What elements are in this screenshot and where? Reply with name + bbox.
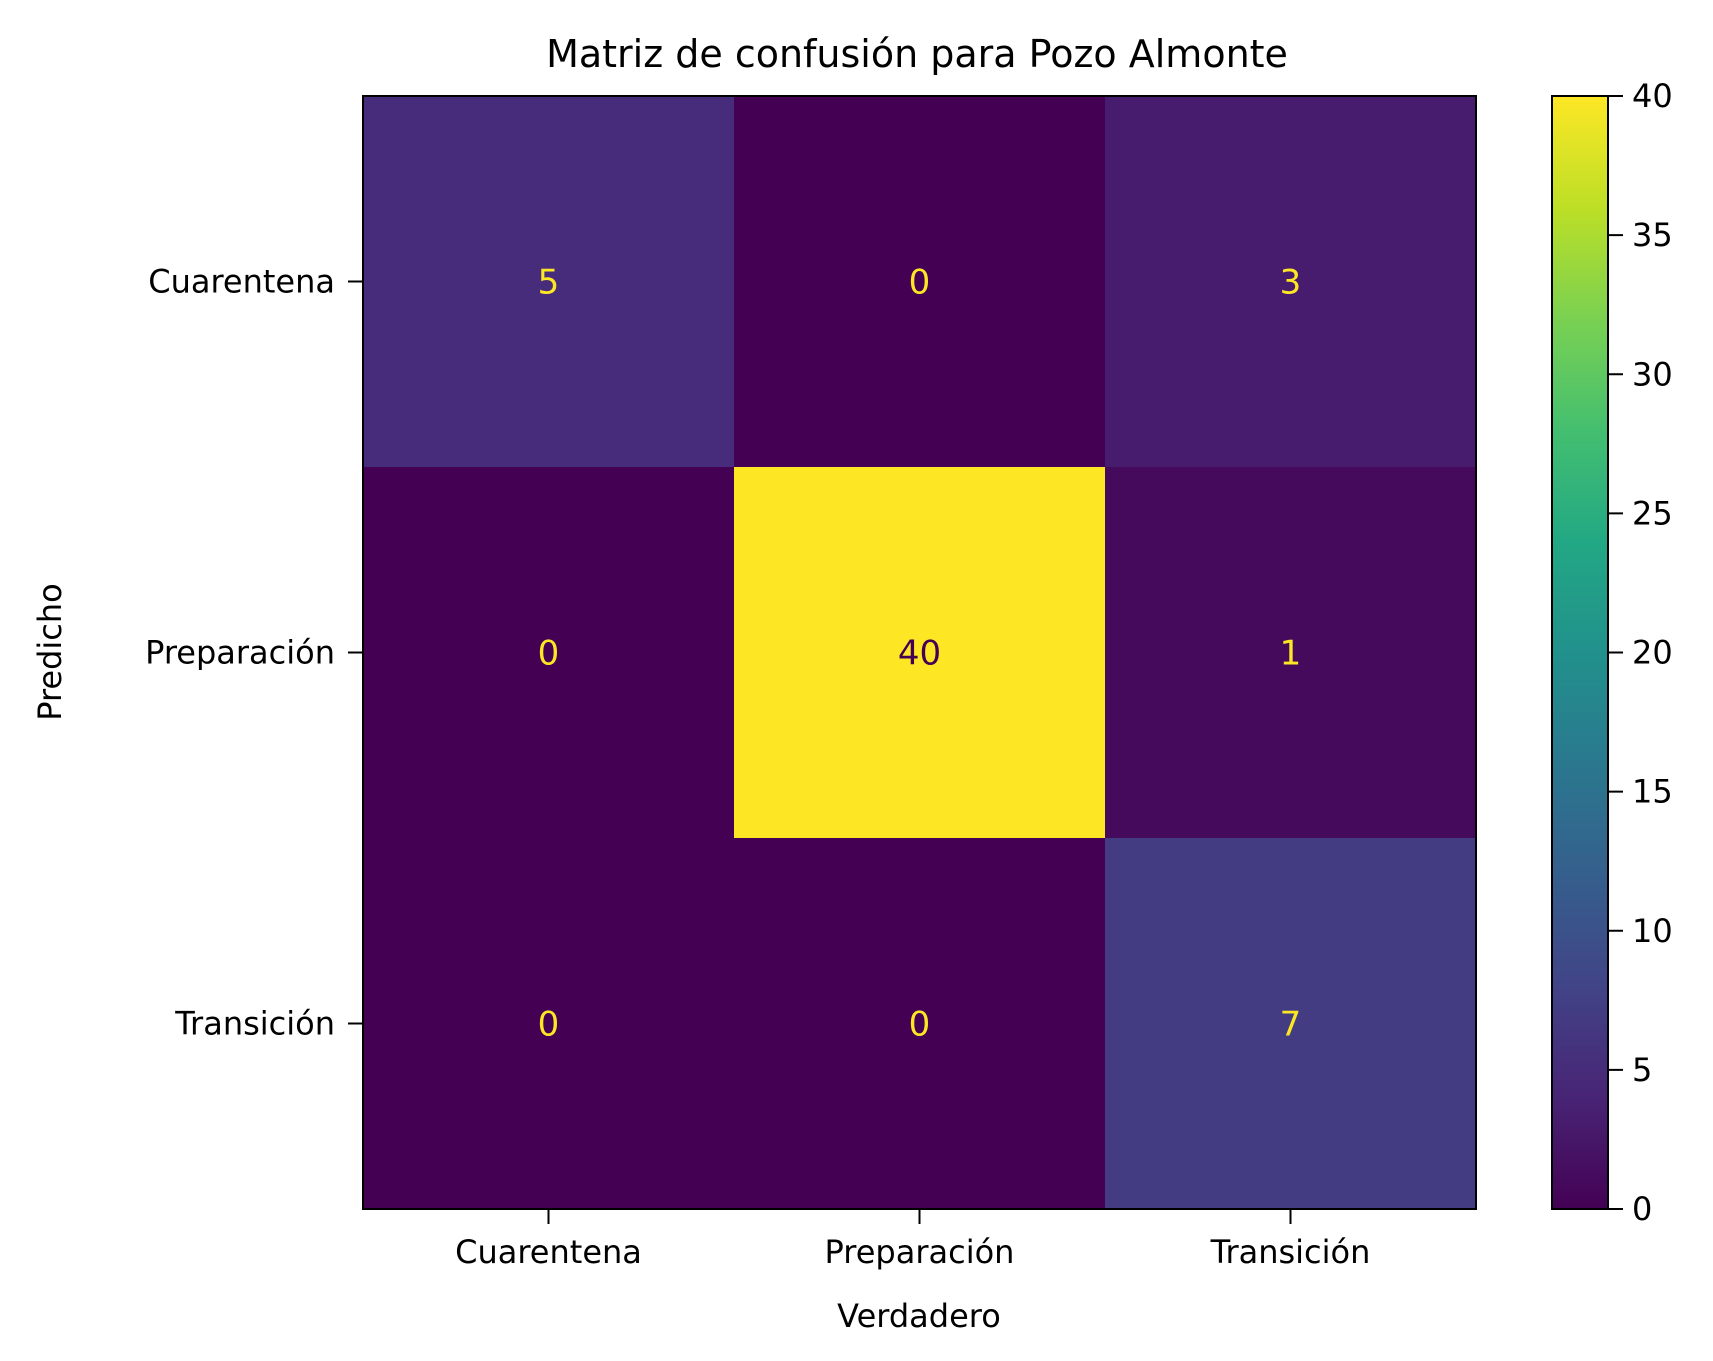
colorbar-tick-label: 40: [1632, 77, 1673, 115]
heatmap-cell: [734, 838, 1106, 1210]
y-tick-label: Cuarentena: [148, 263, 335, 301]
heatmap-cells: [363, 96, 1477, 1210]
cell-value-label: 0: [909, 1005, 931, 1045]
y-tick-label: Preparación: [145, 634, 335, 672]
colorbar-tick-label: 15: [1632, 773, 1673, 811]
cell-value-label: 7: [1280, 1005, 1302, 1045]
colorbar-axis: 0 5 10 15 20 25 30 35 40: [1608, 77, 1673, 1228]
cell-value-label: 5: [538, 263, 560, 303]
colorbar-tick-label: 5: [1632, 1051, 1652, 1089]
cell-value-label: 0: [538, 1005, 560, 1045]
heatmap-cell: [734, 96, 1106, 468]
cell-value-label: 0: [538, 634, 560, 674]
x-axis-label: Verdadero: [837, 1297, 1001, 1335]
y-tick-label: Transición: [174, 1005, 335, 1043]
colorbar-tick-label: 35: [1632, 216, 1673, 254]
heatmap-cell: [1105, 838, 1477, 1210]
colorbar-tick-label: 25: [1632, 494, 1673, 532]
heatmap-cell: [1105, 96, 1477, 468]
colorbar-tick-label: 10: [1632, 912, 1673, 950]
y-axis: Cuarentena Preparación Transición: [145, 263, 363, 1043]
cell-value-label: 40: [898, 634, 941, 674]
colorbar-tick-label: 20: [1632, 634, 1673, 672]
heatmap-cell: [363, 96, 735, 468]
chart-title: Matriz de confusión para Pozo Almonte: [546, 32, 1288, 76]
heatmap-cell: [363, 467, 735, 839]
heatmap-cell: [363, 838, 735, 1210]
x-tick-label: Preparación: [825, 1233, 1015, 1271]
x-tick-label: Transición: [1210, 1233, 1371, 1271]
x-axis: Cuarentena Preparación Transición: [455, 1209, 1370, 1271]
colorbar: [1551, 95, 1609, 1210]
y-axis-label: Predicho: [31, 583, 69, 721]
heatmap-cell-labels: 5 0 3 0 40 1 0 0 7: [538, 263, 1302, 1045]
cell-value-label: 3: [1280, 263, 1302, 303]
colorbar-tick-label: 0: [1632, 1190, 1652, 1228]
cell-value-label: 0: [909, 263, 931, 303]
colorbar-tick-label: 30: [1632, 355, 1673, 393]
heatmap-cell: [1105, 467, 1477, 839]
x-tick-label: Cuarentena: [455, 1233, 642, 1271]
cell-value-label: 1: [1280, 634, 1302, 674]
heatmap-cell: [734, 467, 1106, 839]
